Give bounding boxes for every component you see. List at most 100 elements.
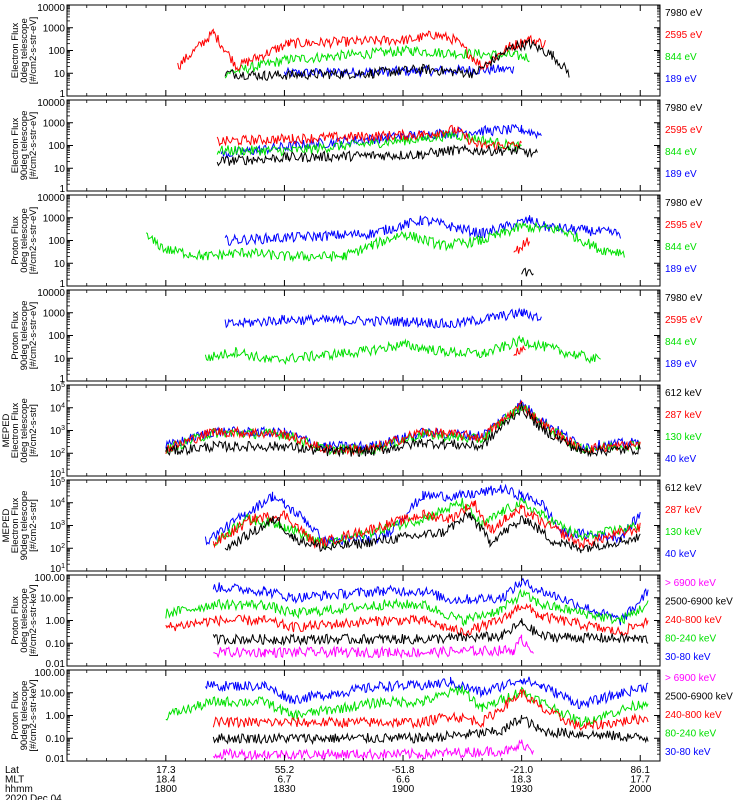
panel-frame [66, 289, 661, 382]
y-tick-label: 105 [50, 477, 65, 489]
y-axis-label: 90deg telescope [19, 491, 30, 561]
y-tick-label: 1000 [43, 118, 66, 129]
y-tick-label: 1 [59, 374, 65, 385]
y-axis-label: [#/cm2-s-str-eV] [28, 112, 39, 180]
y-axis-label: Electron Flux [10, 498, 21, 554]
y-tick-label: 100 [48, 236, 65, 247]
legend-item: 7980 eV [665, 293, 703, 304]
x-info-value: 1830 [273, 784, 296, 795]
series-844-ev [204, 334, 601, 366]
x-info-value: -51.8 [392, 765, 415, 776]
legend-item: > 6900 keV [665, 673, 716, 684]
series-240-800-kev [165, 603, 649, 637]
y-tick-label: 10.00 [40, 593, 65, 604]
y-axis-label: 90deg telescope [19, 111, 30, 181]
x-info-label: MLT [5, 775, 24, 786]
legend-item: 80-240 keV [665, 729, 716, 740]
y-axis-label: Electron Flux [10, 403, 21, 459]
y-tick-label: 1000 [43, 23, 66, 34]
legend-item: 612 keV [665, 483, 702, 494]
x-info-value: 18.3 [512, 775, 532, 786]
y-tick-label: 10.00 [40, 688, 65, 699]
series-7980-ev [224, 38, 570, 81]
legend-item: 40 keV [665, 454, 696, 465]
x-info-value: 18.4 [156, 775, 176, 786]
legend-item: 844 eV [665, 242, 697, 253]
y-tick-label: 10 [54, 259, 66, 270]
legend-item: 189 eV [665, 169, 697, 180]
panel-5-data [165, 398, 641, 458]
panel-2-data [216, 123, 542, 167]
x-info-value: 86.1 [630, 765, 650, 776]
legend-item: 2500-6900 keV [665, 597, 733, 608]
y-axis-label: 0deg telescope [19, 588, 30, 652]
y-tick-label: 0.01 [46, 754, 66, 765]
y-tick-label: 10000 [37, 3, 65, 14]
y-tick-label: 100 [48, 141, 65, 152]
legend-item: 2595 eV [665, 315, 703, 326]
y-axis-label: 90deg telescope [19, 301, 30, 371]
y-axis-label: Proton Flux [10, 311, 21, 360]
x-info-value: 1930 [511, 784, 534, 795]
series-844-ev [224, 44, 530, 79]
legend-item: 844 eV [665, 52, 697, 63]
series-2500-6900-kev [212, 618, 649, 647]
series-844-ev [145, 221, 625, 263]
panel-frame [66, 384, 661, 477]
y-tick-label: 103 [50, 520, 65, 532]
x-info-label: Lat [5, 765, 19, 776]
series-2595-ev [513, 237, 530, 254]
series-30-80-kev [204, 676, 649, 710]
legend-item: 240-800 keV [665, 710, 722, 721]
y-axis-label: [#/cm2-s-str-keV] [28, 679, 39, 751]
series-240-800-kev [212, 688, 649, 731]
legend-item: 7980 eV [665, 198, 703, 209]
y-axis-label: 90deg telescope [19, 681, 30, 751]
y-tick-label: 10 [54, 69, 66, 80]
y-tick-label: 104 [50, 402, 65, 414]
legend-item: 287 keV [665, 410, 702, 421]
y-tick-label: 102 [50, 543, 65, 555]
panel-frame [66, 669, 661, 762]
panel-8: 0.01 0.10 1.00 10.00 100.00 Proton Flux90deg … [10, 668, 733, 765]
series-189-ev [224, 215, 621, 247]
legend-item: 30-80 keV [665, 652, 711, 663]
series-612-kev [165, 402, 641, 458]
y-axis-label: Proton Flux [10, 596, 21, 645]
y-axis-label: Proton Flux [10, 216, 21, 265]
y-axis-label: Proton Flux [10, 691, 21, 740]
y-tick-label: 1.00 [46, 616, 66, 627]
legend-item: 40 keV [665, 549, 696, 560]
series--6900-kev [213, 634, 534, 659]
legend-item: 2595 eV [665, 125, 703, 136]
y-tick-label: 0.10 [46, 734, 66, 745]
series-130-kev [212, 497, 641, 549]
series-7980-ev [521, 267, 534, 277]
y-tick-label: 100.00 [34, 668, 65, 679]
x-info-value: 1800 [155, 784, 178, 795]
legend-item: 130 keV [665, 527, 702, 538]
legend-item: 189 eV [665, 359, 697, 370]
y-tick-label: 100 [48, 331, 65, 342]
y-axis-label: 0deg telescope [19, 398, 30, 462]
series--6900-kev [212, 739, 534, 761]
legend-item: 7980 eV [665, 103, 703, 114]
panel-frame [66, 194, 661, 287]
y-axis-label: 0deg telescope [19, 208, 30, 272]
panel-8-data [165, 676, 649, 761]
y-axis-label: [#/cm2-s-str] [28, 499, 39, 552]
date-label: 2020 Dec 04 [5, 794, 62, 800]
legend-item: 189 eV [665, 264, 697, 275]
y-tick-label: 104 [50, 497, 65, 509]
x-info-value: -21.0 [510, 765, 533, 776]
y-axis-label: MEPED [1, 413, 12, 447]
series-80-240-kev [165, 588, 649, 627]
panel-frame [66, 4, 661, 97]
panel-frame [66, 479, 661, 572]
x-info-value: 6.6 [396, 775, 410, 786]
